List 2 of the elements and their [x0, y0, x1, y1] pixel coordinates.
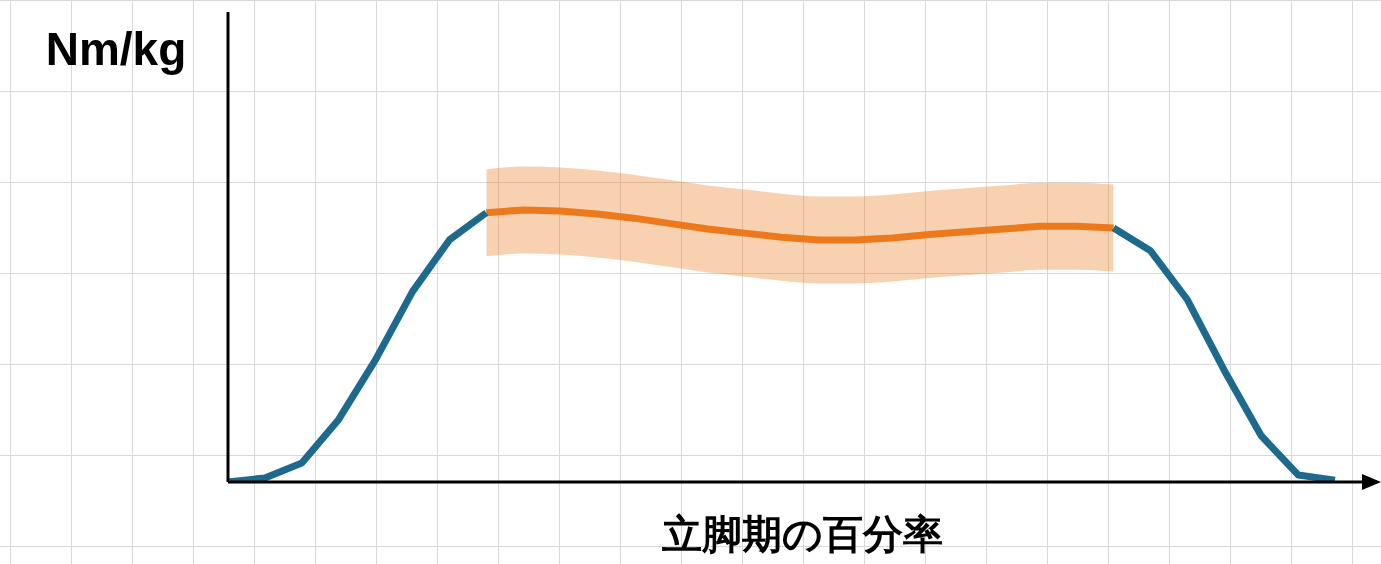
y-axis-title: Nm/kg	[45, 22, 187, 75]
x-axis-title: 立脚期の百分率	[660, 511, 943, 558]
